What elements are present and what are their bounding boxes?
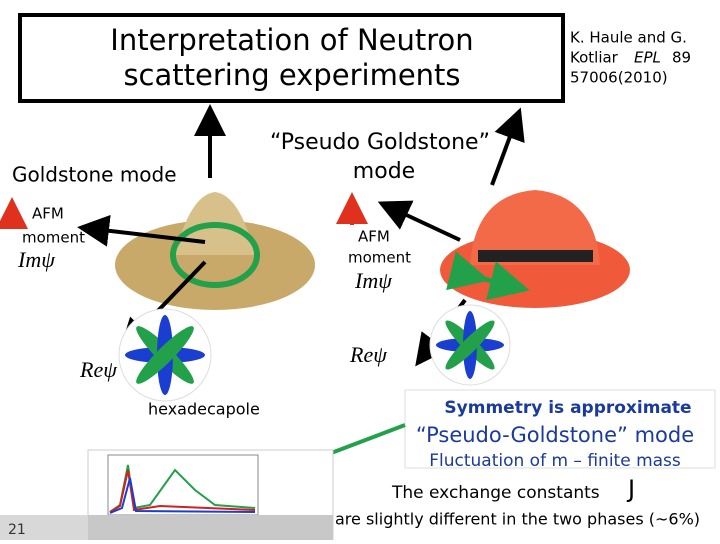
re-label: Reψ bbox=[349, 342, 387, 367]
green-loop bbox=[170, 222, 260, 288]
re-label: Reψ bbox=[79, 357, 117, 382]
caption: hexadecapole bbox=[148, 400, 260, 419]
callout-box bbox=[404, 389, 716, 469]
arrow bbox=[77, 214, 206, 247]
callout-line: Symmetry is approximate bbox=[444, 398, 691, 418]
moment-label: moment bbox=[22, 229, 85, 247]
arrow bbox=[490, 107, 525, 186]
title-line: scattering experiments bbox=[123, 58, 460, 92]
green-arrow bbox=[446, 251, 530, 301]
title-box bbox=[18, 13, 565, 103]
heading: “Pseudo Goldstone” bbox=[270, 130, 490, 155]
arrow bbox=[377, 200, 461, 242]
flower bbox=[429, 304, 511, 386]
moment-label: AFM bbox=[358, 228, 390, 246]
exchange-symbol: J bbox=[626, 475, 635, 503]
callout-line: “Pseudo-Goldstone” mode bbox=[416, 423, 694, 447]
reference: K. Haule and G. bbox=[570, 29, 687, 47]
title-line: Interpretation of Neutron bbox=[110, 23, 473, 57]
difference-text: are slightly different in the two phases… bbox=[335, 510, 700, 529]
moment-label: AFM bbox=[32, 205, 64, 223]
slide-number: 21 bbox=[8, 522, 26, 538]
hat-band bbox=[478, 250, 593, 262]
inset-plot bbox=[0, 449, 334, 541]
moment-label: moment bbox=[348, 249, 411, 267]
exchange-text: The exchange constants bbox=[391, 483, 600, 503]
reference: Kotliar bbox=[570, 49, 619, 67]
hexadecapole-flower bbox=[118, 308, 212, 402]
reference: 57006(2010) bbox=[570, 69, 668, 87]
heading: mode bbox=[353, 159, 415, 184]
reference: 89 bbox=[672, 49, 691, 67]
callout-line: Fluctuation of m – finite mass bbox=[429, 451, 681, 471]
heading: Goldstone mode bbox=[12, 163, 177, 187]
im-label: Imψ bbox=[17, 247, 55, 272]
im-label: Imψ bbox=[354, 268, 392, 293]
sombrero-brim bbox=[115, 220, 315, 310]
reference: EPL bbox=[634, 49, 661, 67]
cowboy-crown bbox=[470, 190, 600, 265]
